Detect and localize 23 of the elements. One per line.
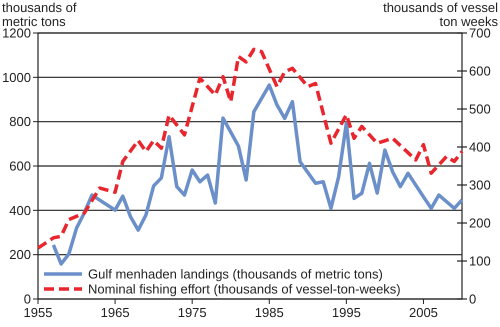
line-series	[36, 48, 464, 250]
y-tick-label: 600	[9, 158, 31, 174]
y-tick-label: 200	[9, 247, 31, 262]
x-tick-label: 2005	[408, 305, 438, 320]
y-tick-label: 1000	[2, 70, 31, 85]
y2-tick-label: 500	[469, 102, 491, 116]
x-tick-label: 1965	[100, 305, 130, 320]
y2-tick-label: 300	[469, 178, 491, 192]
y2-tick-label: 100	[469, 254, 491, 268]
x-tick-label: 1975	[178, 305, 207, 320]
x-tick-label: 1995	[332, 305, 361, 320]
legend-label: Nominal fishing effort (thousands of vessel-ton-weeks)	[88, 282, 401, 296]
y2-tick-label: 600	[469, 64, 491, 78]
x-tick-label: 1985	[254, 305, 284, 320]
line-series	[52, 83, 464, 266]
legend-label: Gulf menhaden landings (thousands of metric tons)	[88, 266, 383, 282]
y2-tick-label: 0	[469, 292, 476, 306]
y-tick-label: 800	[9, 114, 31, 130]
y2-tick-label: 400	[469, 140, 491, 154]
x-tick-label: 1955	[24, 305, 52, 320]
y2-tick-label: 200	[469, 216, 491, 230]
y-tick-label: 400	[9, 202, 31, 218]
y-tick-label: 0	[24, 292, 31, 306]
